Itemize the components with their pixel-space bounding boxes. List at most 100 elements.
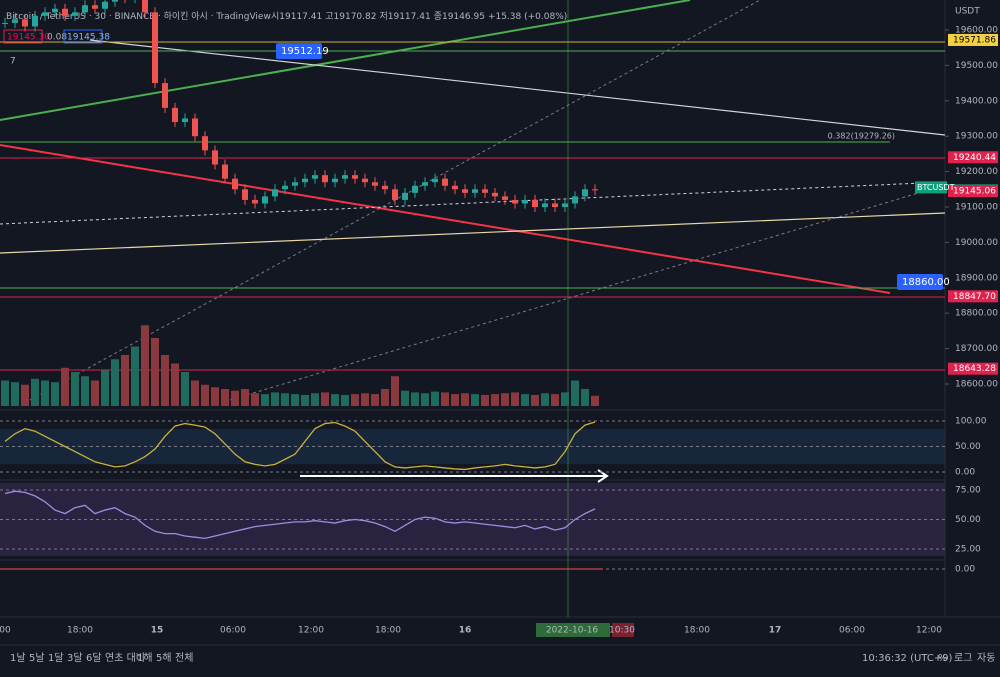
candle-body [232, 178, 238, 190]
x-tick-label: 06:00 [839, 626, 865, 636]
volume-bar [401, 390, 409, 406]
candle-body [382, 185, 388, 190]
ohlc-item: 19117.41 [388, 12, 431, 22]
volume-bar [191, 380, 199, 406]
candle-body [362, 178, 368, 183]
candle-body [342, 175, 348, 179]
fib-label: 0.382(19279.26) [828, 132, 895, 141]
candle-body [402, 192, 408, 200]
osc-tick-label: 25.00 [955, 545, 981, 555]
volume-bar [511, 392, 519, 406]
candle-body [2, 22, 8, 24]
volume-bar [471, 394, 479, 406]
candle-body [562, 203, 568, 207]
candle-body [162, 83, 168, 108]
x-tick-label: 18:00 [684, 626, 710, 636]
range-button[interactable]: 1달 [48, 652, 64, 664]
ohlc-item: 19117.41 [279, 12, 322, 22]
x-tick-label: 06:00 [220, 626, 246, 636]
volume-bar [431, 391, 439, 406]
range-button[interactable]: 1날 [10, 652, 26, 664]
candle-body [182, 118, 188, 123]
option-button[interactable]: % [938, 653, 948, 664]
currency[interactable]: USDT [955, 7, 980, 17]
x-tick-label: 10:30 [609, 626, 635, 636]
ohlc-item: +15.38 (+0.08%) [488, 12, 567, 22]
candle-body [432, 178, 438, 183]
x-tick-label: 2022-10-16 [546, 626, 599, 636]
candle-body [142, 0, 148, 13]
candle-body [452, 185, 458, 190]
range-button[interactable]: 1해 [137, 651, 153, 664]
x-tick-label: 18:00 [375, 626, 401, 636]
ohlc: 시19117.41 고19170.82 저19117.41 종19146.95 +15.… [271, 11, 567, 22]
price-tag [948, 151, 998, 164]
price-tag-label: 19145.06 [953, 187, 996, 197]
trend-line [229, 184, 946, 401]
box [63, 29, 103, 44]
range-button[interactable]: 연초 대비 [105, 652, 145, 664]
x-tick-label: 15 [151, 626, 164, 636]
candle-body [572, 196, 578, 204]
candle-body [592, 189, 598, 191]
indicator-count[interactable]: 7 [10, 57, 16, 67]
candle-body [82, 5, 88, 13]
price-tag [948, 362, 998, 375]
y-tick-label: 18900.00 [955, 273, 998, 283]
candle-body [52, 8, 58, 13]
trend-line [0, 144, 891, 294]
volume-bar [361, 393, 369, 406]
volume-bar [41, 380, 49, 406]
x-tick-label: 12:00 [916, 626, 942, 636]
candle-body [212, 150, 218, 165]
volume-bar [521, 394, 529, 406]
volume-bar [121, 355, 129, 406]
y-tick-label: 19200.00 [955, 167, 998, 177]
candle-body [372, 182, 378, 186]
range-button[interactable]: 전체 [175, 652, 193, 664]
candle-body [492, 192, 498, 197]
candle-body [462, 189, 468, 193]
y-tick-label: 18600.00 [955, 380, 998, 390]
osc-tick-label: 50.00 [955, 442, 981, 452]
candle-body [352, 175, 358, 179]
volume-bar [541, 393, 549, 406]
symbol-tag-label: BTCUSDT [917, 183, 955, 192]
option-button[interactable]: 자동 [977, 652, 995, 664]
osc-tick-label: 0.00 [955, 468, 975, 478]
candle-body [322, 175, 328, 183]
volume-bar [351, 394, 359, 406]
option-button[interactable]: 로그 [954, 653, 972, 664]
volume-bar [421, 393, 429, 406]
volume-bar [181, 372, 189, 406]
volume-bar [111, 359, 119, 406]
volume-bar [231, 390, 239, 406]
callout-label: 18860.00 [902, 277, 950, 288]
candle-body [42, 12, 48, 16]
range-button[interactable]: 6달 [86, 652, 102, 664]
candle-body [312, 175, 318, 179]
volume-bar [91, 380, 99, 406]
rsi-band [0, 483, 945, 556]
candle-body [582, 189, 588, 197]
y-tick-label: 18700.00 [955, 344, 998, 354]
volume-bar [171, 363, 179, 406]
candle-body [172, 107, 178, 123]
volume-bar [61, 367, 69, 406]
candle-body [532, 199, 538, 207]
candle-body [542, 203, 548, 207]
range-button[interactable]: 5해 [156, 651, 172, 664]
volume-bar [241, 389, 249, 406]
range-button[interactable]: 3달 [67, 652, 83, 664]
volume-bar [221, 389, 229, 406]
volume-bar [581, 389, 589, 406]
y-tick-label: 19500.00 [955, 61, 998, 71]
volume-bar [31, 378, 39, 406]
date-tag [536, 623, 610, 637]
range-button[interactable]: 5날 [29, 652, 45, 664]
volume-bar [591, 395, 599, 406]
y-tick-label: 19300.00 [955, 132, 998, 142]
box-text: 0.08 [47, 33, 67, 43]
volume-bar [71, 372, 79, 406]
candle-body [512, 199, 518, 204]
